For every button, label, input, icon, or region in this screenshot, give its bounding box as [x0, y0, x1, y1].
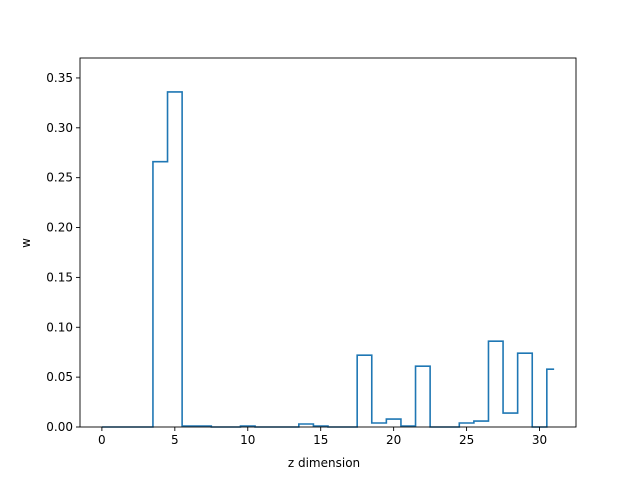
y-tick-label: 0.00 [46, 420, 73, 434]
x-tick-label: 25 [459, 433, 474, 447]
y-tick-label: 0.35 [46, 71, 73, 85]
y-tick-label: 0.10 [46, 320, 73, 334]
axes: 0 5 10 15 20 25 30 0.00 0.05 0.10 0.15 0.20 0.25 0.30… [46, 57, 577, 447]
x-axis-label: z dimension [288, 456, 360, 470]
x-tick-label: 20 [386, 433, 401, 447]
x-tick-label: 0 [98, 433, 106, 447]
y-tick-label: 0.20 [46, 221, 73, 235]
x-tick-label: 15 [313, 433, 328, 447]
x-tick-label: 10 [240, 433, 255, 447]
y-axis-label: w [19, 238, 33, 248]
y-tick-label: 0.15 [46, 270, 73, 284]
axes-frame [79, 57, 577, 428]
y-tick-label: 0.25 [46, 171, 73, 185]
x-tick-label: 30 [532, 433, 547, 447]
y-tick-label: 0.30 [46, 121, 73, 135]
y-tick-label: 0.05 [46, 370, 73, 384]
x-tick-label: 5 [171, 433, 179, 447]
